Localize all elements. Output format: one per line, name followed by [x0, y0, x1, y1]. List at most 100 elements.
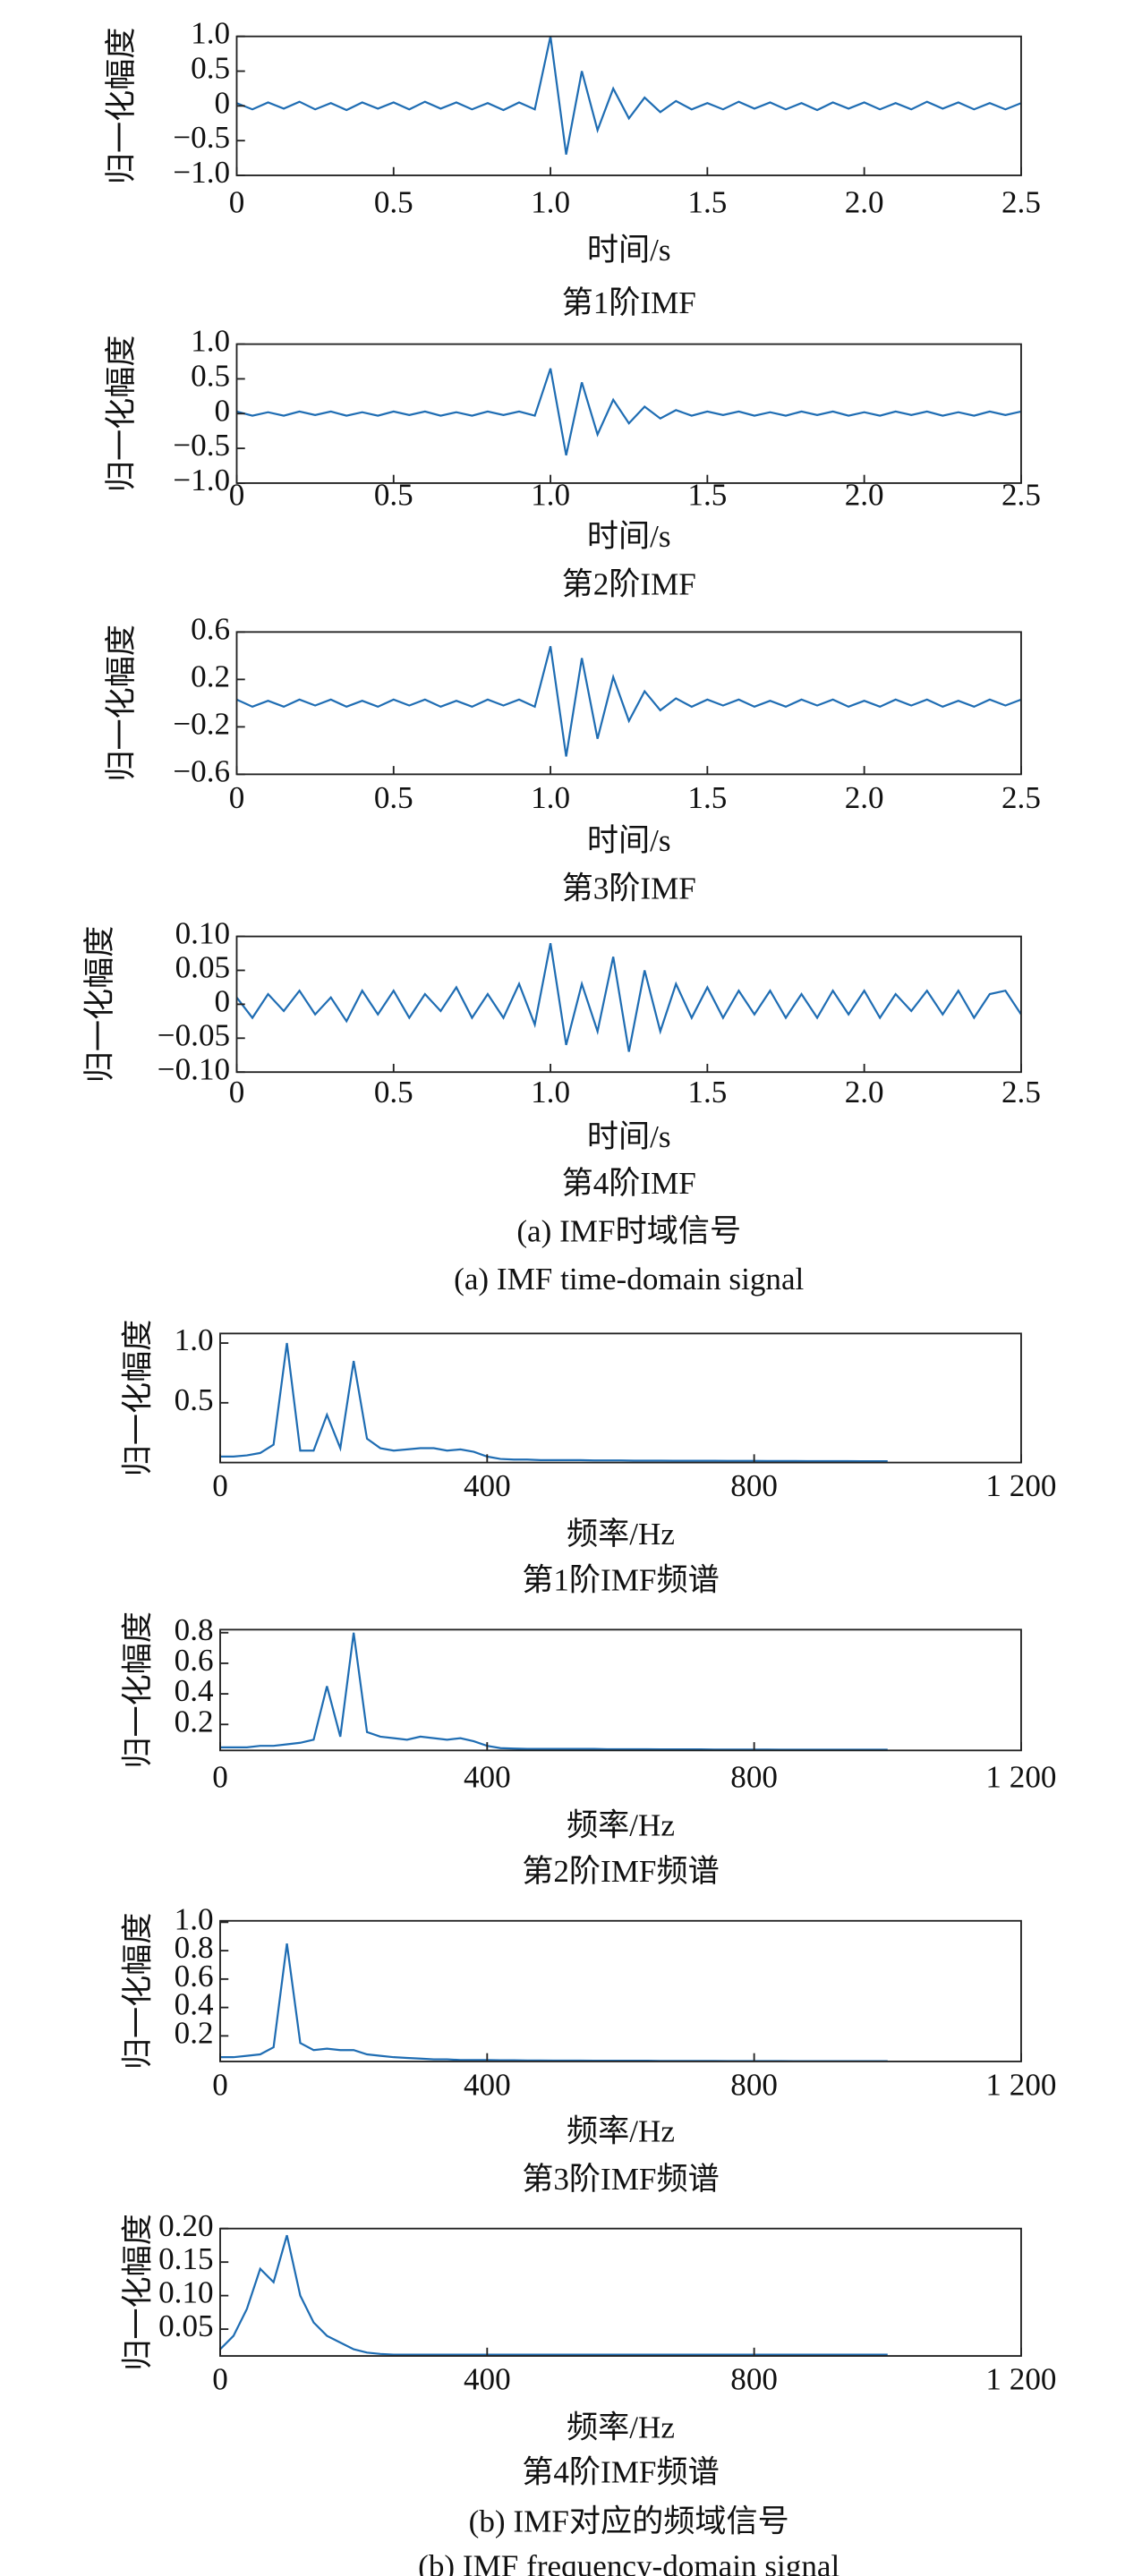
y-axis-label: 归一化幅度	[82, 926, 117, 1084]
plot-caption: 第2阶IMF频谱	[522, 1854, 720, 1889]
x-tick-label: 1 200	[985, 1468, 1056, 1503]
y-tick-label: 0.15	[158, 2241, 213, 2276]
plot-area	[219, 1342, 888, 1463]
x-axis-label: 时间/s	[587, 1119, 671, 1154]
y-tick-label: 0.6	[175, 1643, 214, 1678]
y-tick-label: 0.20	[158, 2208, 213, 2243]
y-tick-label: 0.2	[175, 2015, 214, 2050]
x-axis-label: 频率/Hz	[567, 1517, 675, 1552]
x-tick-label: 2.5	[1001, 780, 1041, 815]
signal-line	[236, 368, 1021, 456]
plot-caption: 第3阶IMF频谱	[522, 2162, 720, 2197]
y-axis-label: 归一化幅度	[104, 28, 139, 185]
x-tick-label: 1.5	[687, 478, 727, 513]
signal-line	[219, 1943, 888, 2062]
x-tick-label: 800	[730, 2362, 778, 2397]
y-tick-label: 0.10	[158, 2275, 213, 2310]
y-tick-label: 0.2	[191, 659, 230, 693]
x-tick-label: 0	[229, 184, 245, 219]
x-tick-label: 1 200	[985, 1760, 1056, 1795]
x-tick-label: 400	[464, 2362, 511, 2397]
x-tick-label: 1 200	[985, 2068, 1056, 2103]
y-tick-label: 0	[215, 393, 231, 428]
plot-caption: 第1阶IMF	[562, 285, 696, 320]
y-tick-label: 0.6	[175, 1959, 214, 1994]
x-tick-label: 1.0	[531, 478, 570, 513]
x-tick-label: 1.5	[687, 184, 727, 219]
x-tick-label: 2.0	[845, 780, 884, 815]
axes-frame	[219, 1628, 1022, 1752]
axes-frame	[219, 2227, 1022, 2357]
x-axis-label: 频率/Hz	[567, 2410, 675, 2444]
y-tick-label: 0.05	[175, 950, 230, 985]
x-tick-label: 0.5	[374, 184, 413, 219]
x-axis-label: 时间/s	[587, 823, 671, 858]
x-tick-label: 0	[229, 780, 245, 815]
plot-area	[236, 36, 1021, 155]
x-tick-label: 0	[229, 478, 245, 513]
x-tick-label: 800	[730, 1760, 778, 1795]
x-tick-label: 2.5	[1001, 1075, 1041, 1109]
axes-frame	[235, 631, 1022, 776]
signal-line	[219, 2234, 888, 2356]
signal-line	[236, 36, 1021, 155]
x-tick-label: 2.0	[845, 1075, 884, 1109]
x-tick-label: 1.0	[531, 780, 570, 815]
y-tick-label: 1.0	[175, 1322, 214, 1357]
x-tick-label: 400	[464, 1760, 511, 1795]
plot-caption: 第4阶IMF频谱	[522, 2454, 720, 2489]
caption: (b) IMF对应的频域信号	[469, 2504, 789, 2539]
x-tick-label: 2.5	[1001, 478, 1041, 513]
x-tick-label: 1.0	[531, 1075, 570, 1109]
y-tick-label: 1.0	[191, 324, 230, 359]
plot-area	[219, 2234, 888, 2356]
x-axis-label: 时间/s	[587, 519, 671, 554]
axes-frame	[219, 1332, 1022, 1464]
plot-area	[236, 368, 1021, 456]
plot-caption: 第4阶IMF	[562, 1166, 696, 1201]
y-tick-label: 0.2	[175, 1704, 214, 1739]
plot-caption: 第2阶IMF	[562, 566, 696, 601]
y-tick-label: −0.10	[158, 1051, 230, 1086]
y-tick-label: 0.4	[175, 1673, 214, 1708]
y-tick-label: 1.0	[191, 16, 230, 51]
x-tick-label: 0	[212, 2068, 228, 2103]
y-tick-label: −0.05	[158, 1017, 230, 1052]
plot-area	[236, 942, 1021, 1052]
y-tick-label: −1.0	[173, 155, 230, 190]
caption: (b) IMF frequency-domain signal	[418, 2549, 839, 2576]
x-tick-label: 400	[464, 2068, 511, 2103]
x-tick-label: 1.5	[687, 780, 727, 815]
plot-area	[236, 645, 1021, 757]
y-tick-label: 0.5	[191, 358, 230, 393]
signal-line	[236, 645, 1021, 757]
y-tick-label: −0.6	[173, 753, 230, 788]
signal-line	[236, 942, 1021, 1052]
x-tick-label: 2.0	[845, 478, 884, 513]
x-tick-label: 2.5	[1001, 184, 1041, 219]
y-tick-label: 0.05	[158, 2308, 213, 2343]
y-tick-label: 0.5	[175, 1382, 214, 1417]
y-tick-label: −0.2	[173, 706, 230, 741]
x-tick-label: 400	[464, 1468, 511, 1503]
x-tick-label: 0	[212, 1760, 228, 1795]
x-axis-label: 频率/Hz	[567, 2113, 675, 2148]
y-axis-label: 归一化幅度	[120, 1611, 155, 1769]
y-tick-label: −0.5	[173, 428, 230, 463]
y-tick-label: 0.6	[191, 611, 230, 646]
caption: (a) IMF时域信号	[516, 1213, 741, 1248]
x-tick-label: 0.5	[374, 478, 413, 513]
x-axis-label: 时间/s	[587, 233, 671, 268]
y-tick-label: −0.5	[173, 120, 230, 155]
x-tick-label: 0	[229, 1075, 245, 1109]
x-tick-label: 0	[212, 1468, 228, 1503]
y-tick-label: 0.8	[175, 1930, 214, 1965]
x-axis-label: 频率/Hz	[567, 1807, 675, 1842]
y-axis-label: 归一化幅度	[104, 625, 139, 782]
y-tick-label: 0	[215, 983, 231, 1018]
caption: (a) IMF time-domain signal	[454, 1262, 804, 1297]
x-tick-label: 1.0	[531, 184, 570, 219]
x-tick-label: 0.5	[374, 1075, 413, 1109]
x-tick-label: 1 200	[985, 2362, 1056, 2397]
y-axis-label: 归一化幅度	[120, 1913, 155, 2070]
